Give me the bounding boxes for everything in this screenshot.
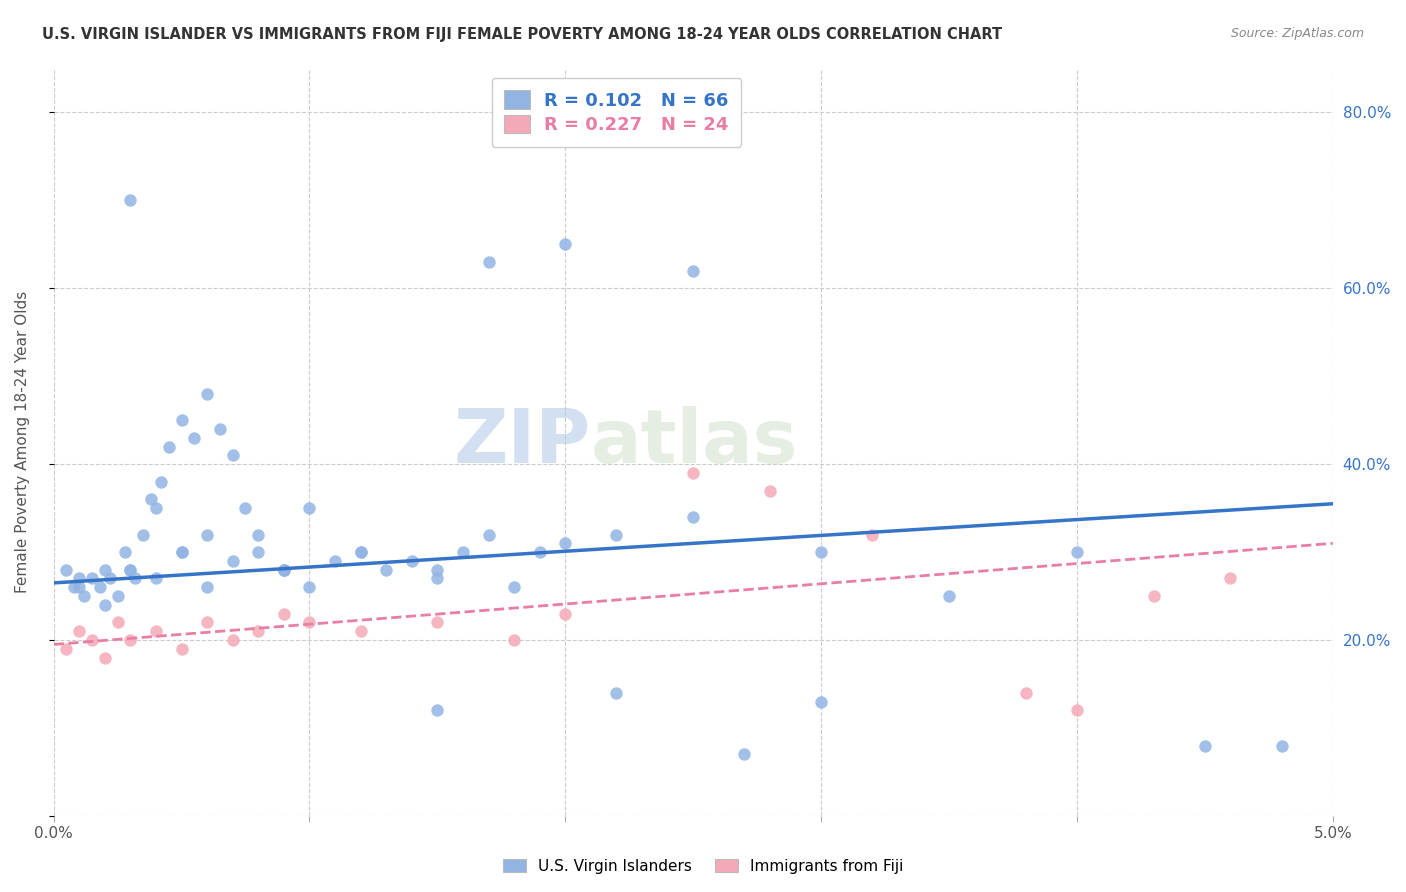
Text: Source: ZipAtlas.com: Source: ZipAtlas.com xyxy=(1230,27,1364,40)
Point xyxy=(1066,703,1088,717)
Point xyxy=(247,527,270,541)
Point xyxy=(132,527,155,541)
Point xyxy=(170,413,193,427)
Point xyxy=(89,580,111,594)
Point xyxy=(503,633,526,648)
Point xyxy=(195,615,218,630)
Point xyxy=(235,501,257,516)
Point xyxy=(938,589,960,603)
Point xyxy=(73,589,96,603)
Point xyxy=(810,695,832,709)
Point xyxy=(124,572,146,586)
Point xyxy=(554,536,576,550)
Point xyxy=(298,615,321,630)
Point xyxy=(55,563,77,577)
Point xyxy=(67,580,90,594)
Legend: R = 0.102   N = 66, R = 0.227   N = 24: R = 0.102 N = 66, R = 0.227 N = 24 xyxy=(492,78,741,147)
Point xyxy=(733,747,755,762)
Point xyxy=(222,633,245,648)
Point xyxy=(55,641,77,656)
Point xyxy=(349,624,371,639)
Point xyxy=(1143,589,1166,603)
Point xyxy=(426,703,449,717)
Point xyxy=(120,194,142,208)
Point xyxy=(67,624,90,639)
Point xyxy=(682,264,704,278)
Point xyxy=(94,650,117,665)
Point xyxy=(145,501,167,516)
Point xyxy=(682,466,704,480)
Point xyxy=(157,440,180,454)
Point xyxy=(477,527,499,541)
Point xyxy=(183,431,205,445)
Point xyxy=(222,554,245,568)
Point xyxy=(208,422,231,436)
Point xyxy=(273,563,295,577)
Point xyxy=(349,545,371,559)
Point xyxy=(554,607,576,621)
Point xyxy=(426,615,449,630)
Point xyxy=(107,615,129,630)
Point xyxy=(114,545,136,559)
Point xyxy=(273,563,295,577)
Point xyxy=(401,554,423,568)
Point xyxy=(98,572,121,586)
Point xyxy=(139,492,162,507)
Point xyxy=(682,510,704,524)
Point xyxy=(323,554,346,568)
Point xyxy=(298,580,321,594)
Point xyxy=(529,545,551,559)
Point xyxy=(1219,572,1241,586)
Point xyxy=(120,563,142,577)
Point xyxy=(375,563,398,577)
Point xyxy=(298,501,321,516)
Point xyxy=(222,449,245,463)
Point xyxy=(605,527,627,541)
Point xyxy=(170,641,193,656)
Point xyxy=(247,545,270,559)
Point xyxy=(1015,686,1038,700)
Point xyxy=(145,624,167,639)
Y-axis label: Female Poverty Among 18-24 Year Olds: Female Poverty Among 18-24 Year Olds xyxy=(15,291,30,593)
Point xyxy=(145,572,167,586)
Point xyxy=(195,387,218,401)
Text: ZIP: ZIP xyxy=(454,406,591,479)
Point xyxy=(170,545,193,559)
Point xyxy=(107,589,129,603)
Text: U.S. VIRGIN ISLANDER VS IMMIGRANTS FROM FIJI FEMALE POVERTY AMONG 18-24 YEAR OLD: U.S. VIRGIN ISLANDER VS IMMIGRANTS FROM … xyxy=(42,27,1002,42)
Point xyxy=(1066,545,1088,559)
Point xyxy=(759,483,782,498)
Point xyxy=(810,545,832,559)
Point xyxy=(273,607,295,621)
Point xyxy=(195,527,218,541)
Point xyxy=(451,545,474,559)
Point xyxy=(63,580,86,594)
Point xyxy=(273,563,295,577)
Point xyxy=(80,633,103,648)
Point xyxy=(477,255,499,269)
Text: atlas: atlas xyxy=(591,406,799,479)
Point xyxy=(503,580,526,594)
Point xyxy=(1194,739,1216,753)
Point xyxy=(605,686,627,700)
Point xyxy=(67,572,90,586)
Legend: U.S. Virgin Islanders, Immigrants from Fiji: U.S. Virgin Islanders, Immigrants from F… xyxy=(496,853,910,880)
Point xyxy=(120,563,142,577)
Point xyxy=(94,563,117,577)
Point xyxy=(349,545,371,559)
Point xyxy=(170,545,193,559)
Point xyxy=(860,527,883,541)
Point xyxy=(426,572,449,586)
Point xyxy=(80,572,103,586)
Point xyxy=(120,633,142,648)
Point xyxy=(247,624,270,639)
Point xyxy=(150,475,173,489)
Point xyxy=(94,598,117,612)
Point xyxy=(426,563,449,577)
Point xyxy=(1271,739,1294,753)
Point xyxy=(554,237,576,252)
Point xyxy=(195,580,218,594)
